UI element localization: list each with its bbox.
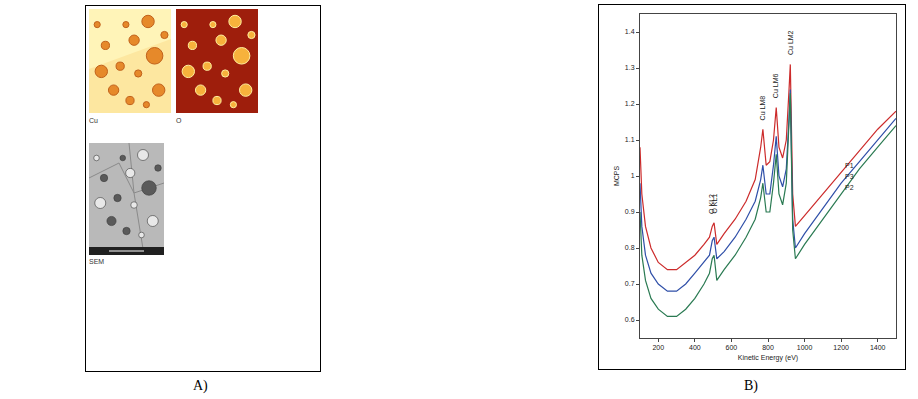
svg-text:0.7: 0.7 bbox=[625, 280, 635, 287]
svg-text:1000: 1000 bbox=[797, 344, 813, 351]
html-text:Cu: Cu bbox=[89, 117, 98, 124]
svg-text:Kinetic Energy (eV): Kinetic Energy (eV) bbox=[738, 354, 798, 362]
svg-text:1: 1 bbox=[631, 172, 635, 179]
svg-text:P1: P1 bbox=[845, 162, 854, 169]
svg-text:O KL1: O KL1 bbox=[711, 194, 718, 214]
html-text:SEM: SEM bbox=[89, 258, 105, 265]
svg-text:1200: 1200 bbox=[833, 344, 849, 351]
svg-text:MCPS: MCPS bbox=[613, 166, 620, 187]
svg-text:1.1: 1.1 bbox=[625, 136, 635, 143]
svg-text:0.8: 0.8 bbox=[625, 244, 635, 251]
svg-text:200: 200 bbox=[652, 344, 664, 351]
svg-text:Cu LM6: Cu LM6 bbox=[772, 74, 779, 99]
svg-text:1.4: 1.4 bbox=[625, 28, 635, 35]
svg-text:0.6: 0.6 bbox=[625, 316, 635, 323]
svg-text:0.9: 0.9 bbox=[625, 208, 635, 215]
svg-text:400: 400 bbox=[689, 344, 701, 351]
html-text:B): B) bbox=[744, 378, 758, 393]
svg-text:800: 800 bbox=[762, 344, 774, 351]
svg-text:600: 600 bbox=[726, 344, 738, 351]
svg-text:Cu LM2: Cu LM2 bbox=[787, 30, 794, 55]
svg-text:P3: P3 bbox=[845, 173, 854, 180]
svg-text:P2: P2 bbox=[845, 184, 854, 191]
html-text:A): A) bbox=[193, 378, 208, 393]
svg-text:O KL2: O KL2 bbox=[708, 194, 715, 214]
svg-text:1.3: 1.3 bbox=[625, 64, 635, 71]
svg-text:1400: 1400 bbox=[870, 344, 886, 351]
html-text:O: O bbox=[176, 117, 182, 124]
svg-text:1.2: 1.2 bbox=[625, 100, 635, 107]
svg-text:Cu LM8: Cu LM8 bbox=[759, 96, 766, 121]
